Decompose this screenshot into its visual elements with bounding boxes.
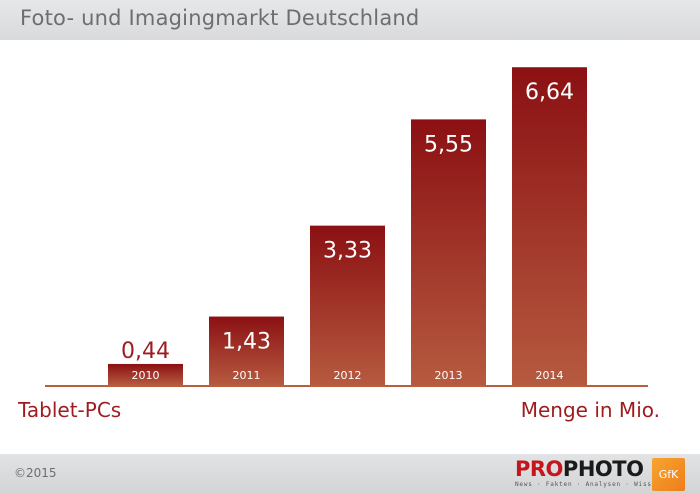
series-label: Tablet-PCs bbox=[18, 398, 122, 422]
header-bar: Foto- und Imagingmarkt Deutschland bbox=[0, 0, 700, 40]
footer-bar: ©2015 PROPHOTO News · Fakten · Analysen … bbox=[0, 454, 700, 493]
data-label-2011: 1,43 bbox=[222, 330, 271, 355]
bar-2014 bbox=[512, 67, 587, 385]
page-title: Foto- und Imagingmarkt Deutschland bbox=[20, 6, 420, 30]
bar-2013 bbox=[411, 119, 486, 386]
bar-2012 bbox=[310, 225, 385, 385]
logo-part-photo: PHOTO bbox=[562, 457, 644, 481]
prophoto-logo: PROPHOTO News · Fakten · Analysen · Wiss… bbox=[515, 457, 661, 489]
bar-2010 bbox=[108, 363, 183, 385]
data-label-2014: 6,64 bbox=[525, 80, 574, 105]
copyright-text: ©2015 bbox=[14, 466, 57, 480]
data-label-2013: 5,55 bbox=[424, 132, 473, 157]
bar-2011 bbox=[209, 316, 284, 385]
data-label-2012: 3,33 bbox=[323, 239, 372, 264]
chart-area: 2010 0,44 2011 1,43 2012 3,33 2013 5,55 2014 6,64 bbox=[0, 40, 700, 450]
gfk-logo: GfK bbox=[652, 458, 685, 491]
category-label-2012: 2012 bbox=[334, 369, 362, 382]
data-label-2010: 0,44 bbox=[121, 339, 170, 364]
category-label-2014: 2014 bbox=[536, 369, 564, 382]
logo-tagline: News · Fakten · Analysen · Wissen bbox=[515, 481, 661, 488]
gfk-logo-text: GfK bbox=[658, 468, 679, 481]
category-label-2011: 2011 bbox=[233, 369, 261, 382]
unit-label: Menge in Mio. bbox=[520, 398, 660, 422]
category-label-2010: 2010 bbox=[132, 369, 160, 382]
bar-chart: 2010 0,44 2011 1,43 2012 3,33 2013 5,55 2014 6,64 bbox=[45, 67, 648, 387]
category-label-2013: 2013 bbox=[435, 369, 463, 382]
logo-part-pro: PRO bbox=[515, 457, 563, 481]
